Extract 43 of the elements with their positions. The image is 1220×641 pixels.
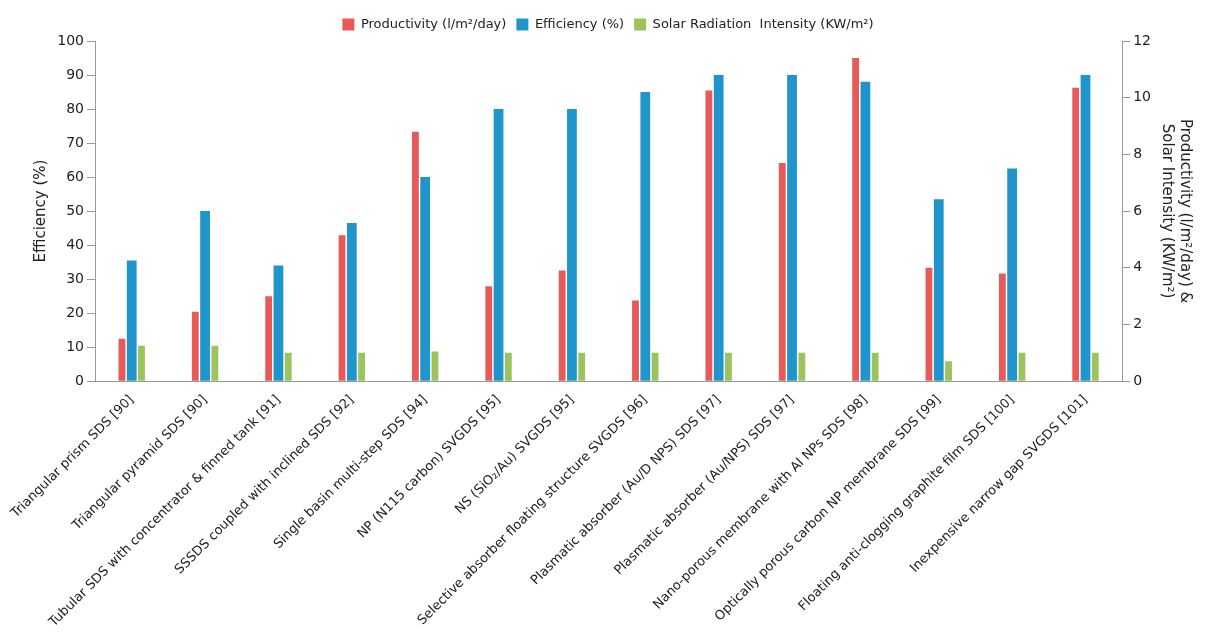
y-tick-label: 50 [66,201,85,218]
bar [493,109,504,381]
y-tick-label: 40 [66,235,85,252]
y2-tick-label: 4 [1133,258,1143,275]
bar [211,345,219,381]
y2-tick-label: 10 [1133,88,1152,105]
y2-tick-label: 0 [1133,371,1143,388]
y2-tick-label: 8 [1133,145,1143,162]
bar [567,109,577,381]
y-tick-label: 0 [75,371,85,388]
bar [284,352,292,381]
bar [1091,352,1099,381]
y-tick-label: 80 [66,99,85,116]
y2-tick-label: 6 [1133,201,1143,218]
y-tick-label: 30 [66,269,85,286]
legend-label: Efficiency (%) [534,15,625,31]
bar [651,352,659,381]
y2-axis-title: Productivity (l/m²/day) & Solar Intensity (KW/m²) [1159,118,1196,304]
y-tick-label: 70 [66,133,85,150]
y-tick-label: 20 [66,303,85,320]
bar [640,92,651,381]
y2-tick-label: 2 [1133,315,1143,332]
bar [138,345,145,381]
bar [725,352,732,381]
bar [1018,352,1026,381]
bar [945,361,952,381]
y-axis-title: Efficiency (%) [31,159,50,263]
y-tick-label: 90 [66,65,85,82]
bar [358,352,366,381]
bar [871,352,879,381]
legend-label: Productivity (l/m²/day) [360,15,507,31]
bar [431,351,439,381]
y-tick-label: 60 [66,167,85,184]
bar [798,352,806,381]
bar [126,260,137,381]
y-tick-label: 10 [66,337,85,354]
legend-label: Solar Radiation Intensity (KW/m²) [652,15,874,31]
y2-tick-label: 12 [1133,31,1152,48]
bar [504,352,512,381]
bar [578,352,586,381]
bar [200,211,210,381]
bar [632,300,639,381]
y-tick-label: 100 [57,31,85,48]
